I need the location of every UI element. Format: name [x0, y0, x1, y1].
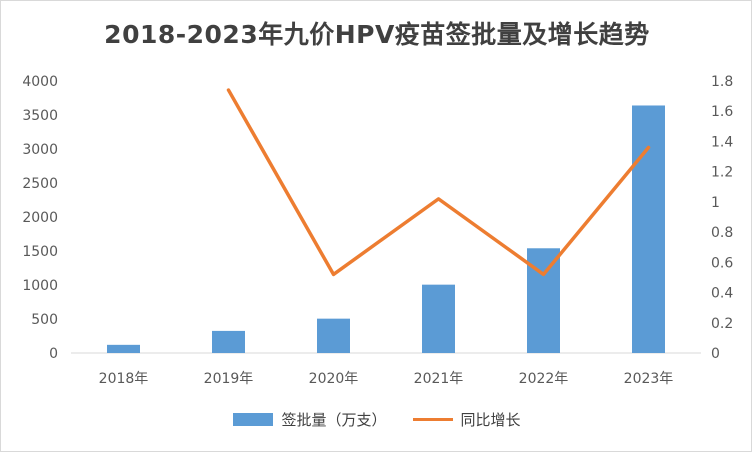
left-tick-label: 0	[49, 346, 58, 362]
x-tick-label: 2018年	[99, 371, 149, 387]
left-axis-ticks: 0 500 1000 1500 2000 2500 3000 3500 4000	[22, 74, 58, 362]
legend-swatch-line	[412, 418, 453, 421]
growth-line	[226, 88, 651, 277]
left-tick-label: 3000	[22, 142, 58, 158]
right-tick-label: 1.4	[711, 134, 733, 150]
bar	[317, 318, 350, 353]
left-tick-label: 1000	[22, 278, 58, 294]
left-tick-label: 500	[31, 312, 58, 328]
right-tick-label: 0	[711, 346, 720, 362]
chart-title: 2018-2023年九价HPV疫苗签批量及增长趋势	[104, 20, 650, 49]
bar	[632, 105, 665, 353]
right-tick-label: 0.2	[711, 316, 733, 332]
legend-label-line: 同比增长	[460, 411, 521, 429]
combo-chart: 0 500 1000 1500 2000 2500 3000 3500 4000 0 0.2 0.4…	[22, 74, 733, 387]
x-tick-label: 2023年	[624, 371, 674, 387]
legend-item-line: 同比增长	[412, 409, 521, 430]
left-tick-label: 2500	[22, 176, 58, 192]
legend-label-bars: 签批量（万支）	[281, 411, 387, 429]
x-tick-label: 2019年	[204, 371, 254, 387]
bar	[107, 344, 140, 353]
legend: 签批量（万支） 同比增长	[1, 409, 752, 430]
line-series	[226, 88, 651, 277]
right-axis-ticks: 0 0.2 0.4 0.6 0.8 1 1.2 1.4 1.6 1.8	[711, 74, 733, 362]
right-tick-label: 0.4	[711, 286, 733, 302]
right-tick-label: 1.6	[711, 104, 733, 120]
x-axis-ticks: 2018年 2019年 2020年 2021年 2022年 2023年	[99, 371, 674, 387]
right-tick-label: 0.8	[711, 225, 733, 241]
right-tick-label: 1	[711, 195, 720, 211]
right-tick-label: 1.8	[711, 74, 733, 90]
x-tick-label: 2020年	[309, 371, 359, 387]
legend-swatch-bars	[233, 413, 274, 426]
bar-series	[107, 105, 665, 353]
x-tick-label: 2021年	[414, 371, 464, 387]
right-tick-label: 0.6	[711, 255, 733, 271]
left-tick-label: 3500	[22, 108, 58, 124]
legend-item-bars: 签批量（万支）	[233, 409, 387, 430]
right-tick-label: 1.2	[711, 165, 733, 181]
bar	[422, 284, 455, 353]
x-tick-label: 2022年	[519, 371, 569, 387]
left-tick-label: 4000	[22, 74, 58, 90]
left-tick-label: 1500	[22, 244, 58, 260]
bar	[212, 330, 245, 353]
left-tick-label: 2000	[22, 210, 58, 226]
